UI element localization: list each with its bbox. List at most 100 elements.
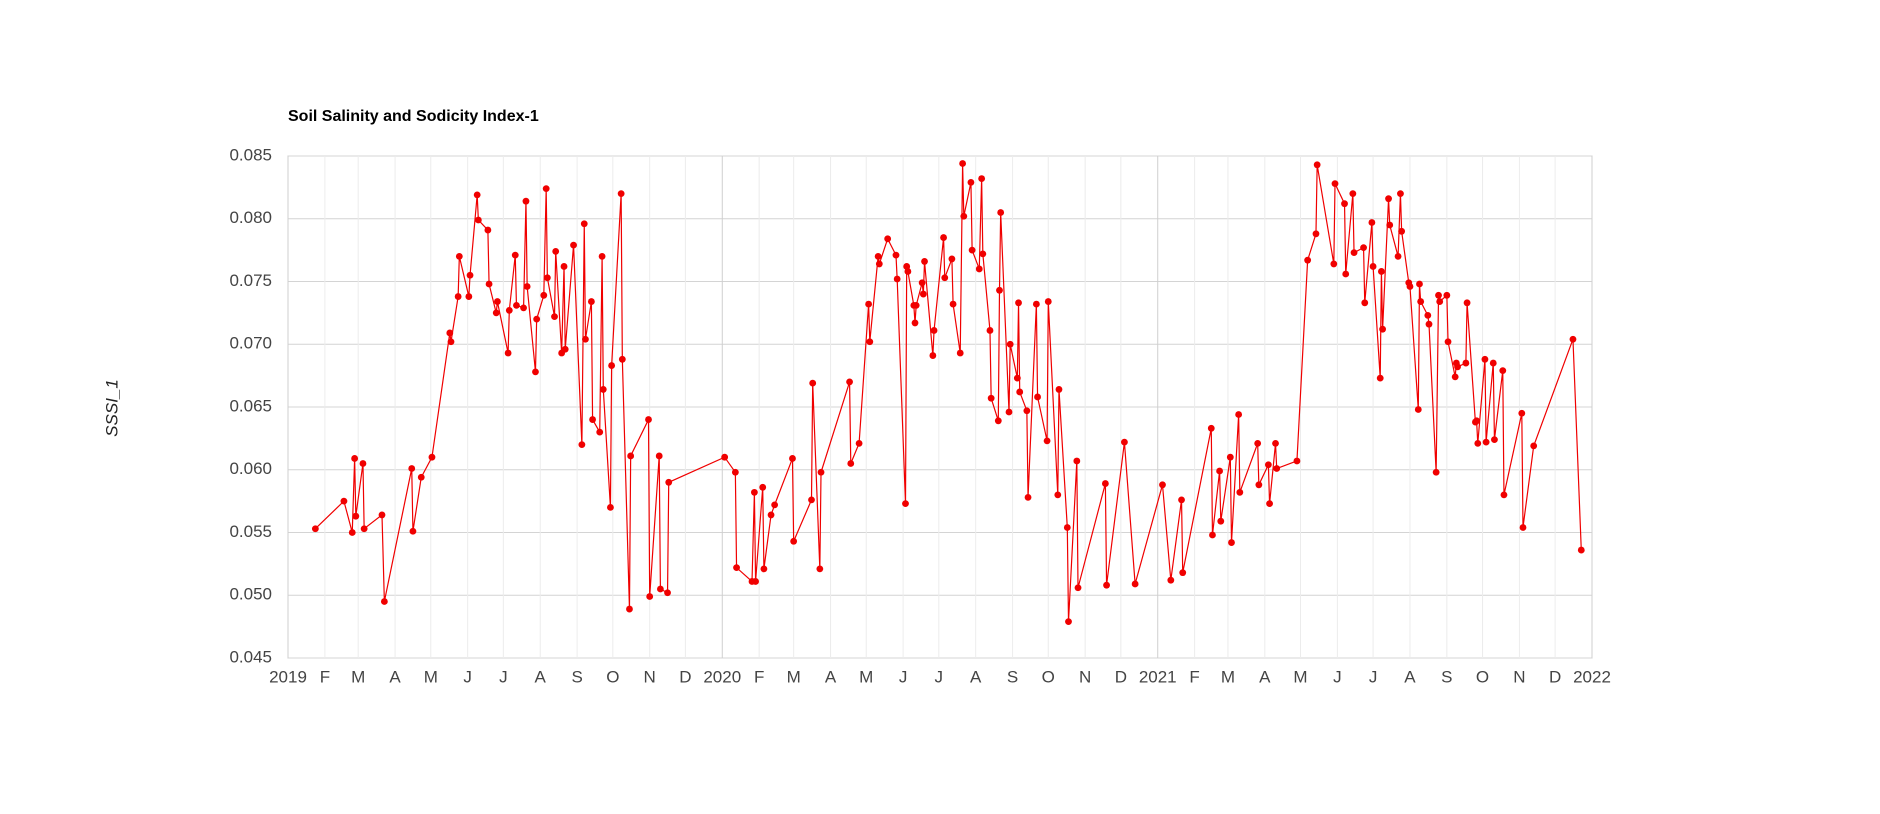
data-point bbox=[1312, 230, 1320, 238]
data-point bbox=[1518, 409, 1526, 417]
data-point bbox=[1424, 311, 1432, 319]
data-point bbox=[1254, 439, 1262, 447]
data-point bbox=[1378, 268, 1385, 275]
data-point bbox=[1379, 325, 1386, 333]
data-point bbox=[1065, 618, 1072, 626]
data-point bbox=[1376, 374, 1384, 382]
data-point bbox=[847, 460, 855, 467]
data-point bbox=[929, 352, 937, 359]
x-tick-label: N bbox=[1513, 667, 1525, 686]
data-point bbox=[959, 160, 967, 167]
data-point bbox=[485, 280, 493, 288]
x-tick-label: 2019 bbox=[269, 667, 307, 686]
x-tick-label: J bbox=[935, 667, 944, 686]
data-point bbox=[930, 327, 938, 334]
data-point bbox=[484, 226, 492, 234]
data-point bbox=[948, 255, 956, 263]
data-point bbox=[997, 209, 1005, 216]
x-tick-label: J bbox=[1333, 667, 1342, 686]
data-point bbox=[1167, 576, 1175, 584]
data-point bbox=[664, 589, 671, 597]
data-point bbox=[750, 488, 758, 496]
data-point bbox=[1369, 263, 1377, 270]
data-point bbox=[455, 253, 463, 260]
data-point bbox=[816, 565, 824, 573]
data-point bbox=[598, 253, 606, 260]
data-point bbox=[646, 593, 654, 600]
data-point bbox=[561, 345, 569, 353]
data-point bbox=[532, 368, 539, 376]
data-point bbox=[1569, 335, 1577, 343]
x-tick-label: S bbox=[1007, 667, 1018, 686]
data-point bbox=[1331, 180, 1339, 188]
x-tick-label: F bbox=[754, 667, 764, 686]
data-point bbox=[1216, 467, 1223, 475]
data-point bbox=[1577, 546, 1585, 554]
data-point bbox=[1342, 270, 1350, 278]
x-tick-label: J bbox=[899, 667, 908, 686]
x-tick-label: 2021 bbox=[1139, 667, 1177, 686]
data-point bbox=[511, 251, 519, 259]
data-point bbox=[520, 304, 527, 312]
x-tick-label: S bbox=[1441, 667, 1452, 686]
data-point bbox=[771, 501, 779, 509]
x-tick-label: M bbox=[1293, 667, 1307, 686]
data-point bbox=[551, 313, 558, 321]
data-point bbox=[760, 565, 768, 573]
x-tick-label: A bbox=[389, 667, 401, 686]
data-point bbox=[359, 460, 367, 467]
x-tick-label: O bbox=[1042, 667, 1055, 686]
x-tick-label: A bbox=[970, 667, 982, 686]
data-point bbox=[1055, 386, 1063, 393]
data-point bbox=[892, 251, 900, 259]
x-tick-label: D bbox=[679, 667, 691, 686]
data-point bbox=[817, 468, 825, 476]
data-point bbox=[1043, 437, 1051, 445]
data-point bbox=[1519, 524, 1527, 531]
x-tick-label: J bbox=[1369, 667, 1378, 686]
y-tick-label: 0.060 bbox=[229, 459, 272, 478]
data-point bbox=[607, 504, 614, 511]
data-point bbox=[1236, 488, 1244, 496]
x-tick-label: A bbox=[1259, 667, 1271, 686]
data-point bbox=[1360, 244, 1367, 252]
data-point bbox=[912, 301, 920, 309]
data-point bbox=[540, 291, 548, 299]
data-point bbox=[587, 298, 595, 305]
data-point bbox=[466, 271, 474, 279]
data-point bbox=[874, 253, 882, 260]
data-point bbox=[1444, 338, 1452, 346]
data-point bbox=[1473, 417, 1480, 425]
data-point bbox=[492, 309, 500, 317]
data-point bbox=[473, 191, 481, 199]
y-axis-label: SSSI_1 bbox=[102, 379, 121, 437]
data-point bbox=[1131, 580, 1139, 588]
data-point bbox=[1406, 283, 1414, 290]
data-point bbox=[494, 298, 501, 305]
data-point bbox=[987, 394, 995, 402]
data-point bbox=[596, 428, 604, 436]
x-tick-label: F bbox=[320, 667, 330, 686]
data-point bbox=[1264, 461, 1272, 469]
y-tick-label: 0.055 bbox=[229, 522, 272, 541]
x-tick-label: S bbox=[571, 667, 582, 686]
data-point bbox=[1425, 320, 1433, 328]
data-point bbox=[417, 473, 425, 481]
data-point bbox=[1462, 359, 1470, 367]
data-point bbox=[1179, 569, 1187, 577]
data-point bbox=[351, 455, 359, 462]
data-point bbox=[1463, 299, 1471, 307]
data-point bbox=[378, 511, 386, 519]
data-point bbox=[1217, 517, 1225, 525]
data-point bbox=[789, 455, 796, 462]
data-point bbox=[960, 212, 968, 220]
data-point bbox=[759, 483, 767, 491]
data-point bbox=[578, 441, 586, 449]
data-point bbox=[552, 247, 560, 255]
data-point bbox=[809, 379, 817, 387]
data-point bbox=[1481, 355, 1489, 363]
data-point bbox=[522, 197, 530, 205]
data-point bbox=[1272, 439, 1279, 447]
data-point bbox=[940, 234, 947, 241]
data-point bbox=[1273, 465, 1281, 472]
